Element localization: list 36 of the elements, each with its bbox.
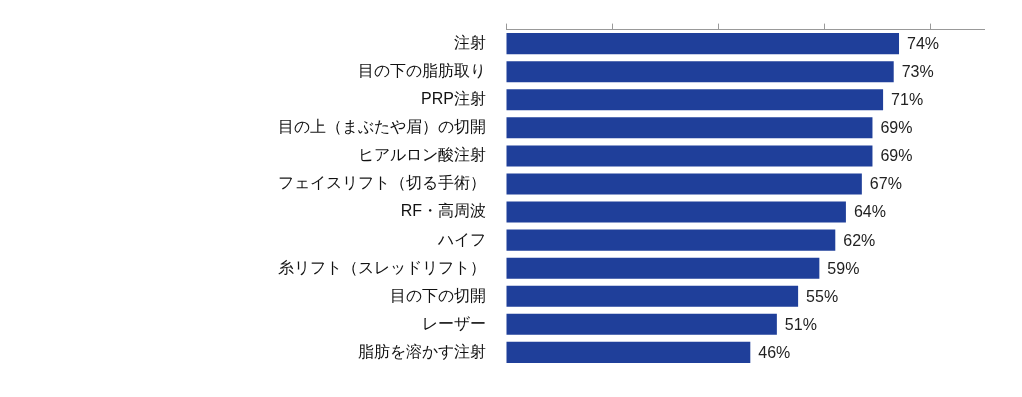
data-label: 67% [869,175,902,193]
bar [506,89,884,111]
data-label: 51% [784,315,817,333]
bar [506,173,862,195]
y-tick-label: ヒアルロン酸注射 [358,146,486,164]
bar [506,257,820,279]
bar [506,201,846,223]
y-tick-label: 糸リフト（スレッドリフト） [278,258,486,276]
bar [506,341,751,363]
data-label: 62% [843,231,876,249]
y-tick-label: 注射 [454,34,486,52]
y-tick-label: RF・高周波 [400,202,486,220]
data-label: 73% [901,63,934,81]
data-label: 69% [880,119,913,137]
bar [506,145,873,167]
y-tick-label: 目の上（まぶたや眉）の切開 [278,118,486,136]
bar [506,285,799,307]
y-tick-label: PRP注射 [421,90,486,108]
y-tick-label: ハイフ [437,230,486,248]
bar [506,61,894,83]
y-tick-label: フェイスリフト（切る手術） [278,174,486,192]
y-tick-label: 目の下の脂肪取り [358,62,486,80]
data-label: 55% [806,287,839,305]
bar [506,117,873,139]
data-label: 46% [758,343,791,361]
data-label: 71% [891,91,924,109]
bar [506,33,900,55]
data-label: 59% [827,259,860,277]
y-tick-label: 目の下の切開 [390,286,486,304]
data-label: 69% [880,147,913,165]
y-tick-label: レーザー [422,314,486,332]
bar [506,313,777,335]
y-tick-label: 脂肪を溶かす注射 [358,342,486,360]
data-label: 74% [907,35,940,53]
bar [506,229,836,251]
data-label: 64% [853,203,886,221]
